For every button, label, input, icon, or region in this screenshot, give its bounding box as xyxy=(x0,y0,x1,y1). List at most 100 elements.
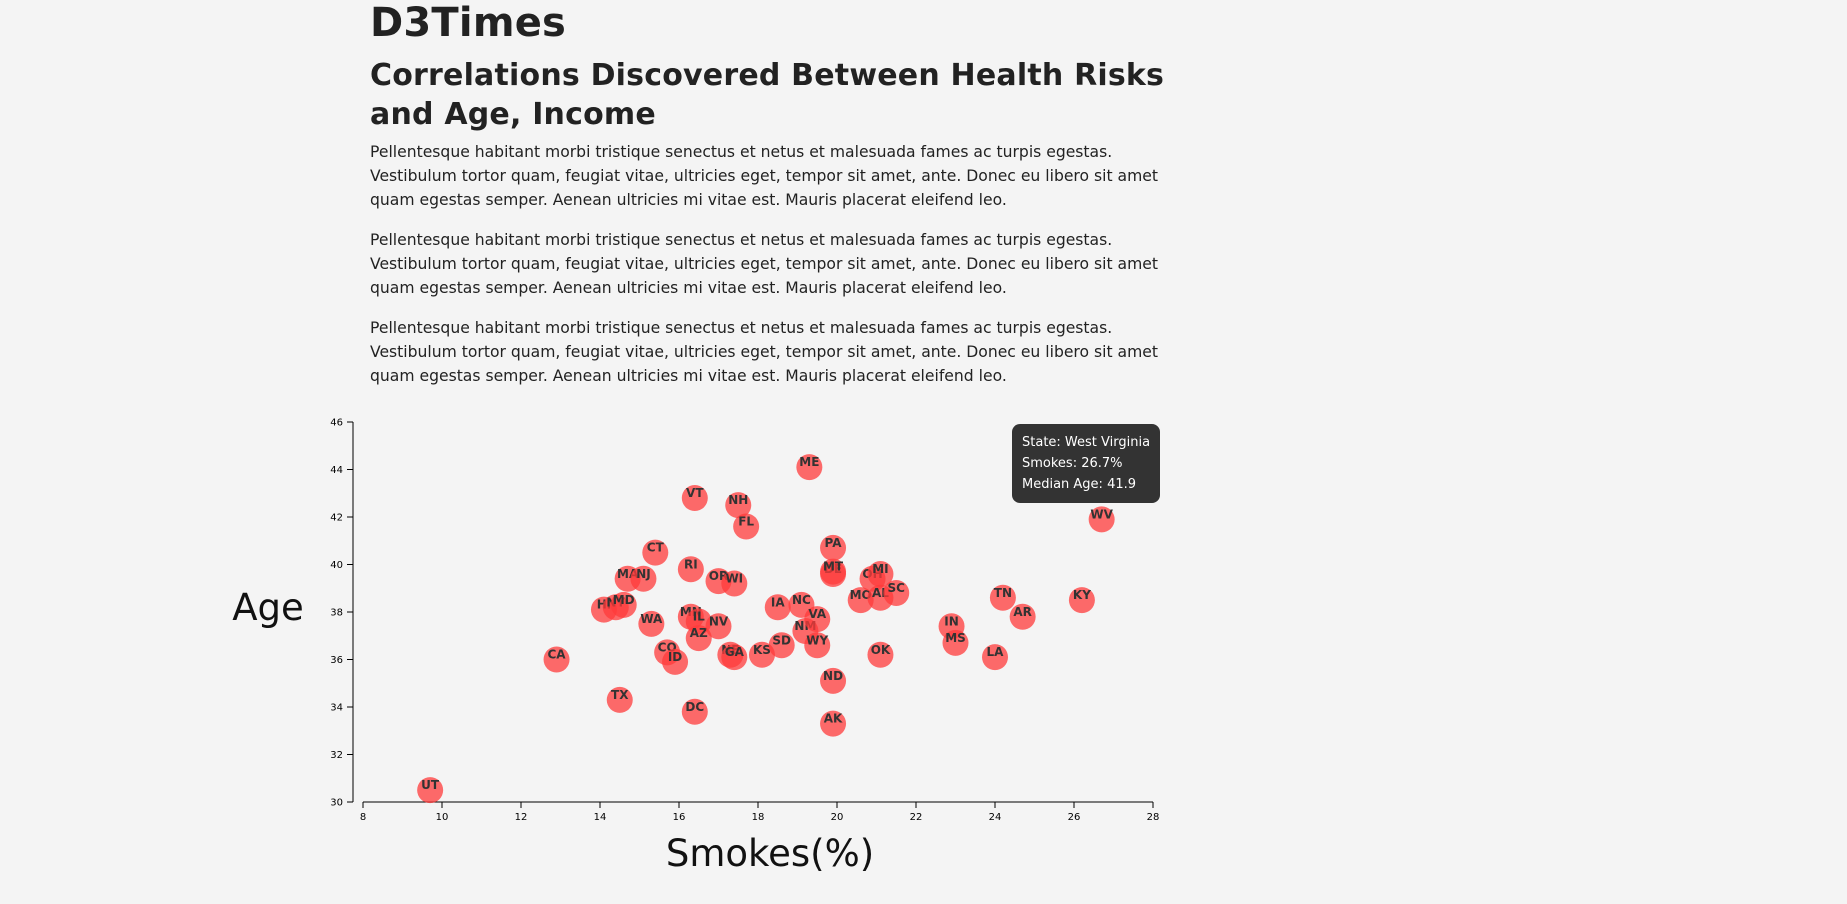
data-point-ct xyxy=(642,539,669,566)
data-point-label: KS xyxy=(753,643,771,657)
data-point-sd xyxy=(768,632,795,659)
data-point-label: WI xyxy=(725,572,743,586)
data-point-label: NC xyxy=(792,593,811,607)
data-point-label: IN xyxy=(944,614,959,628)
y-tick-label: 44 xyxy=(330,465,343,476)
y-tick-label: 42 xyxy=(330,513,343,524)
data-point-vt xyxy=(681,485,708,511)
data-point-tn xyxy=(989,584,1016,611)
x-tick-label: 16 xyxy=(673,812,686,823)
data-point-label: MT xyxy=(823,560,844,574)
x-tick-label: 24 xyxy=(989,812,1002,823)
data-point-ky xyxy=(1068,587,1095,614)
data-point-label: OK xyxy=(871,643,891,657)
data-point-mt xyxy=(820,558,847,585)
data-point-mo xyxy=(847,587,874,614)
data-point-label: UT xyxy=(421,778,440,792)
data-point-label: TX xyxy=(611,688,629,702)
data-point-az xyxy=(685,625,712,652)
data-point-ms xyxy=(942,629,969,656)
data-point-label: VA xyxy=(808,607,826,621)
data-point-label: SD xyxy=(772,633,791,647)
data-point-label: AZ xyxy=(690,626,708,640)
data-point-ga xyxy=(721,644,748,671)
data-point-nv xyxy=(705,613,732,640)
data-point-label: IL xyxy=(693,610,705,624)
data-point-nj xyxy=(630,565,657,592)
article: D3Times Correlations Discovered Between … xyxy=(370,0,1180,404)
tooltip-age: Median Age: 41.9 xyxy=(1022,477,1137,492)
data-point-label: WA xyxy=(640,612,663,626)
data-point-pa xyxy=(820,534,847,561)
y-tick-label: 40 xyxy=(330,560,343,571)
y-tick-label: 34 xyxy=(330,703,343,714)
data-point-wv xyxy=(1088,506,1115,533)
data-point-label: AR xyxy=(1013,605,1032,619)
data-point-va xyxy=(804,606,831,633)
y-tick-label: 32 xyxy=(330,750,343,761)
data-point-nh xyxy=(725,492,752,519)
data-point-label: RI xyxy=(684,557,698,571)
x-tick-label: 22 xyxy=(910,812,923,823)
paragraph-1: Pellentesque habitant morbi tristique se… xyxy=(370,143,1158,209)
data-point-md xyxy=(610,591,637,618)
data-point-tx xyxy=(606,686,633,713)
tooltip: State: West Virginia Smokes: 26.7% Media… xyxy=(1012,424,1161,503)
y-axis: 30 32 34 36 38 40 42 44 46 xyxy=(330,418,354,809)
data-point-label: FL xyxy=(738,515,754,529)
data-point-label: GA xyxy=(725,645,745,659)
site-title: D3Times xyxy=(370,0,567,46)
data-point-sc xyxy=(883,580,910,606)
data-point-label: PA xyxy=(825,536,843,550)
data-point-label: MO xyxy=(850,588,872,602)
data-point-ca xyxy=(543,646,570,673)
data-point-label: WV xyxy=(1090,507,1113,521)
data-point-label: WY xyxy=(806,633,828,647)
data-points: UTCATXHINYMDMANJWACTCOIDDCVTRIMNILAZNVOR… xyxy=(417,454,1115,804)
tooltip-state: State: West Virginia xyxy=(1022,435,1151,450)
data-point-fl xyxy=(733,513,760,540)
data-point-label: ME xyxy=(799,455,819,469)
x-axis-label[interactable]: Smokes(%) xyxy=(666,832,874,875)
data-point-ak xyxy=(820,710,847,737)
data-point-label: DC xyxy=(685,700,704,714)
data-point-label: LA xyxy=(987,645,1005,659)
data-point-ia xyxy=(764,594,791,621)
y-tick-label: 46 xyxy=(330,418,343,429)
data-point-label: AK xyxy=(824,712,843,726)
scatter-chart: 8 10 12 14 16 18 20 22 24 26 28 30 32 34 36 38 40 42 44 46… xyxy=(0,400,1847,900)
page-headline: Correlations Discovered Between Health R… xyxy=(370,58,1165,132)
data-point-label: MD xyxy=(613,593,635,607)
y-axis-label[interactable]: Age xyxy=(232,586,304,629)
x-tick-label: 14 xyxy=(594,812,607,823)
data-point-label: MI xyxy=(872,562,888,576)
x-tick-label: 10 xyxy=(436,812,449,823)
x-tick-label: 12 xyxy=(515,812,528,823)
data-point-ok xyxy=(867,641,894,668)
data-point-ks xyxy=(748,641,775,668)
data-point-id xyxy=(662,648,689,675)
scatter-chart-svg: 8 10 12 14 16 18 20 22 24 26 28 30 32 34 36 38 40 42 44 46… xyxy=(232,418,1160,876)
data-point-nd xyxy=(820,667,847,694)
data-point-label: CA xyxy=(548,648,567,662)
data-point-dc xyxy=(681,698,708,725)
paragraph-2: Pellentesque habitant morbi tristique se… xyxy=(370,231,1158,297)
data-point-wi xyxy=(721,570,748,597)
data-point-ut xyxy=(417,777,444,804)
x-tick-label: 28 xyxy=(1147,812,1160,823)
y-tick-label: 38 xyxy=(330,608,343,619)
x-tick-label: 26 xyxy=(1068,812,1081,823)
data-point-label: NJ xyxy=(636,567,651,581)
data-point-label: MS xyxy=(945,631,966,645)
data-point-label: ND xyxy=(823,669,843,683)
data-point-label: VT xyxy=(686,486,704,500)
x-tick-label: 8 xyxy=(360,812,366,823)
data-point-label: TN xyxy=(994,586,1012,600)
data-point-ri xyxy=(677,556,704,583)
x-tick-label: 20 xyxy=(831,812,844,823)
data-point-label: SC xyxy=(888,581,906,595)
data-point-label: IA xyxy=(771,595,785,609)
y-tick-label: 36 xyxy=(330,655,343,666)
x-axis: 8 10 12 14 16 18 20 22 24 26 28 xyxy=(360,801,1160,823)
data-point-label: CT xyxy=(647,541,665,555)
